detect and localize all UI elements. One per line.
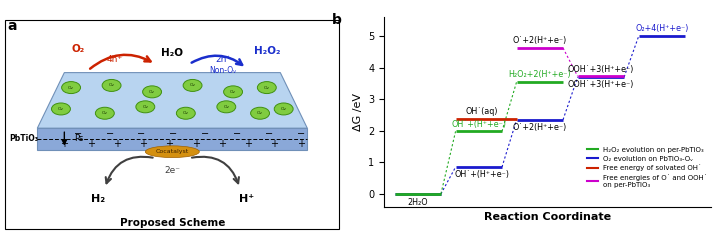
Text: Ov: Ov [108,83,115,87]
Text: +: + [297,139,304,149]
Circle shape [251,107,269,119]
Text: +: + [244,139,252,149]
Text: Ov: Ov [281,107,286,111]
Legend: H₂O₂ evolution on per-PbTiO₃, O₂ evolution on PbTiO₃-Oᵥ, Free energy of solvated: H₂O₂ evolution on per-PbTiO₃, O₂ evoluti… [587,147,707,188]
Text: H₂O₂+2(H⁺+e⁻): H₂O₂+2(H⁺+e⁻) [508,70,571,79]
Text: Ov: Ov [149,90,155,94]
Ellipse shape [145,146,200,158]
Text: Ov: Ov [58,107,64,111]
Text: Ov: Ov [183,111,189,115]
Text: +: + [139,139,147,149]
Text: +: + [113,139,121,149]
Text: −: − [233,129,241,139]
Text: OH˙(aq): OH˙(aq) [465,107,498,116]
Circle shape [177,107,195,119]
Text: OOH˙+3(H⁺+e⁻): OOH˙+3(H⁺+e⁻) [568,65,634,74]
Circle shape [257,82,276,94]
Circle shape [143,86,162,98]
Text: OH˙+(H⁺+e⁻): OH˙+(H⁺+e⁻) [454,170,509,179]
Circle shape [136,101,155,113]
Text: Ov: Ov [230,90,236,94]
Text: OOH˙+3(H⁺+e⁻): OOH˙+3(H⁺+e⁻) [568,80,634,89]
Text: O˙+2(H⁺+e⁻): O˙+2(H⁺+e⁻) [513,123,567,132]
Text: Ov: Ov [68,86,74,90]
Text: −: − [74,129,82,139]
Text: Ov: Ov [223,105,229,109]
X-axis label: Reaction Coordinate: Reaction Coordinate [484,212,611,222]
Text: Cocatalyst: Cocatalyst [156,149,189,154]
Text: O₂: O₂ [71,44,85,54]
Text: a: a [7,19,17,33]
Text: H₂O₂: H₂O₂ [253,46,280,56]
Text: −: − [106,129,113,139]
Text: 4h⁺: 4h⁺ [107,55,123,64]
Text: +: + [270,139,279,149]
Text: −: − [265,129,273,139]
Text: +: + [87,139,95,149]
Text: Proposed Scheme: Proposed Scheme [120,218,225,228]
Text: O˙+2(H⁺+e⁻): O˙+2(H⁺+e⁻) [513,36,567,45]
Text: −: − [169,129,177,139]
Text: Ps: Ps [75,134,84,143]
Text: 2h⁺: 2h⁺ [215,55,231,64]
Circle shape [102,79,121,91]
Text: Ov: Ov [142,105,149,109]
Text: +: + [218,139,226,149]
Text: Non-Oᵥ: Non-Oᵥ [210,66,236,75]
Circle shape [217,101,236,113]
Polygon shape [37,128,307,150]
Text: +: + [60,139,68,149]
Text: Ov: Ov [257,111,263,115]
Text: Ov: Ov [264,86,270,90]
Text: Ov: Ov [190,83,195,87]
Text: 2e⁻: 2e⁻ [164,166,180,175]
Text: H₂: H₂ [91,194,105,204]
Text: O₂+4(H⁺+e⁻): O₂+4(H⁺+e⁻) [635,25,689,34]
Text: b: b [332,13,342,27]
Text: +: + [192,139,200,149]
Text: H⁺: H⁺ [239,194,254,204]
Circle shape [223,86,243,98]
Circle shape [183,79,202,91]
Text: −: − [297,129,304,139]
Circle shape [62,82,80,94]
Text: H₂O: H₂O [162,48,183,58]
Text: 2H₂O: 2H₂O [407,198,428,207]
Circle shape [274,103,293,115]
Text: −: − [137,129,146,139]
Circle shape [52,103,70,115]
Polygon shape [37,73,307,128]
Text: −: − [201,129,209,139]
Text: OH˙+(H⁺+e⁻): OH˙+(H⁺+e⁻) [452,120,506,129]
Text: PbTiO₃: PbTiO₃ [9,134,38,143]
Text: +: + [165,139,173,149]
Text: Ov: Ov [102,111,108,115]
Y-axis label: ΔG /eV: ΔG /eV [353,93,363,131]
Circle shape [95,107,114,119]
